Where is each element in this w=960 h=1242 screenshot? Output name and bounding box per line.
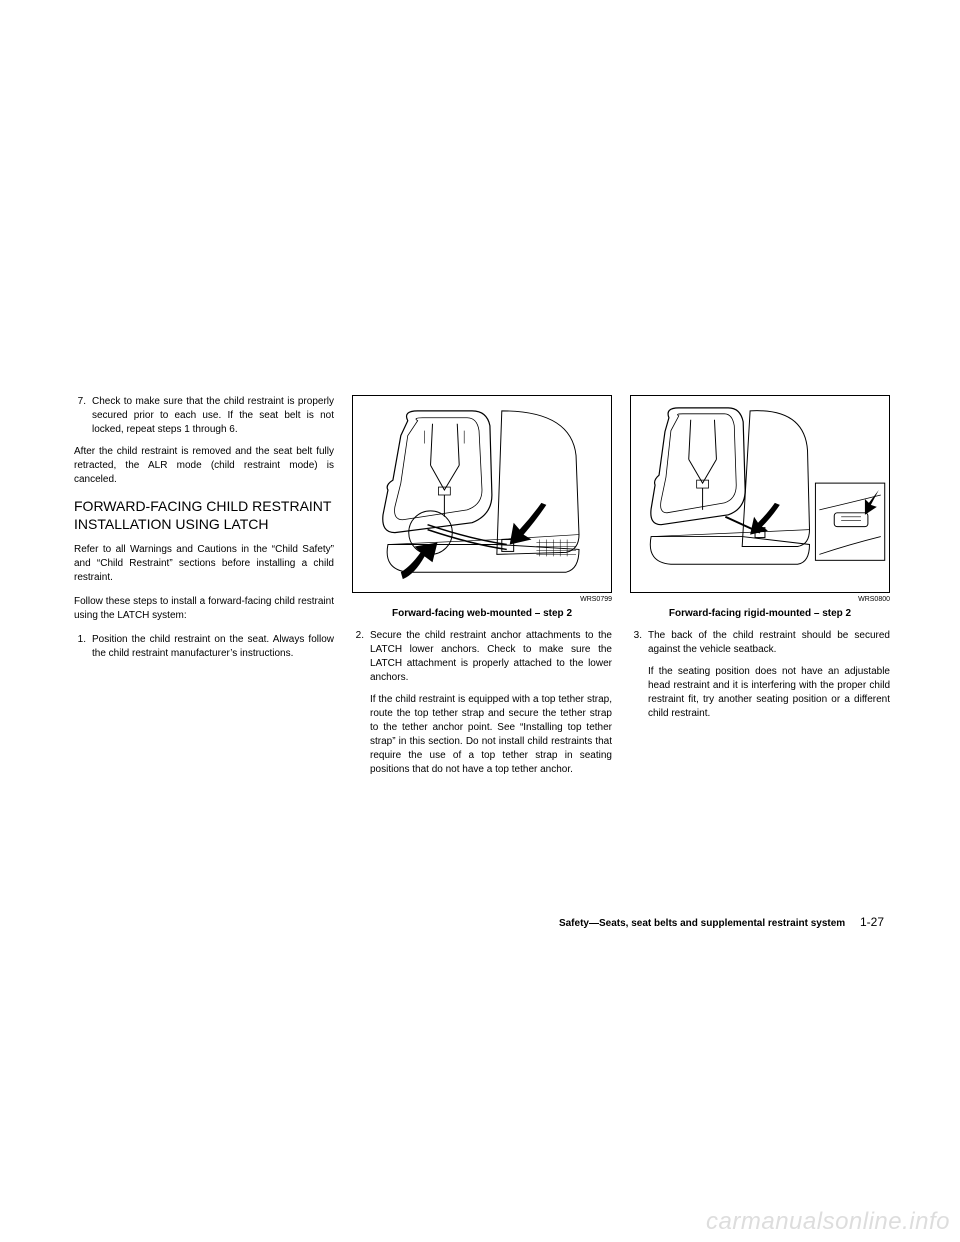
item-number: 7. (74, 395, 92, 437)
page-content: 7. Check to make sure that the child res… (74, 395, 886, 787)
section-heading: FORWARD-FACING CHILD RESTRAINT INSTALLAT… (74, 497, 334, 533)
child-seat-illustration (631, 396, 889, 592)
figure-code: WRS0800 (630, 595, 890, 605)
page-footer: Safety—Seats, seat belts and supplementa… (559, 915, 884, 929)
footer-section: Safety—Seats, seat belts and supplementa… (559, 918, 845, 929)
column-3: WRS0800 Forward-facing rigid-mounted – s… (630, 395, 890, 787)
figure-caption: Forward-facing web-mounted – step 2 (352, 607, 612, 621)
figure-rigid-mounted (630, 395, 890, 593)
list-item-3: 3. The back of the child restraint shoul… (630, 629, 890, 657)
watermark: carmanualsonline.info (706, 1208, 950, 1236)
item-text: Secure the child restraint anchor attach… (370, 629, 612, 685)
column-2: WRS0799 Forward-facing web-mounted – ste… (352, 395, 612, 787)
figure-code: WRS0799 (352, 595, 612, 605)
follow-paragraph: Follow these steps to install a forward-… (74, 595, 334, 623)
column-1: 7. Check to make sure that the child res… (74, 395, 334, 787)
item-number: 1. (74, 633, 92, 661)
page-number: 1-27 (860, 915, 884, 929)
headrest-paragraph: If the seating position does not have an… (630, 665, 890, 721)
list-item-7: 7. Check to make sure that the child res… (74, 395, 334, 437)
warning-paragraph: Refer to all Warnings and Cautions in th… (74, 543, 334, 585)
figure-caption: Forward-facing rigid-mounted – step 2 (630, 607, 890, 621)
list-item-2: 2. Secure the child restraint anchor att… (352, 629, 612, 685)
item-text: Check to make sure that the child restra… (92, 395, 334, 437)
list-item-1: 1. Position the child restraint on the s… (74, 633, 334, 661)
tether-paragraph: If the child restraint is equipped with … (352, 693, 612, 777)
item-number: 3. (630, 629, 648, 657)
item-number: 2. (352, 629, 370, 685)
item-text: Position the child restraint on the seat… (92, 633, 334, 661)
item-text: The back of the child restraint should b… (648, 629, 890, 657)
child-seat-illustration (353, 396, 611, 592)
after-paragraph: After the child restraint is removed and… (74, 445, 334, 487)
figure-web-mounted (352, 395, 612, 593)
